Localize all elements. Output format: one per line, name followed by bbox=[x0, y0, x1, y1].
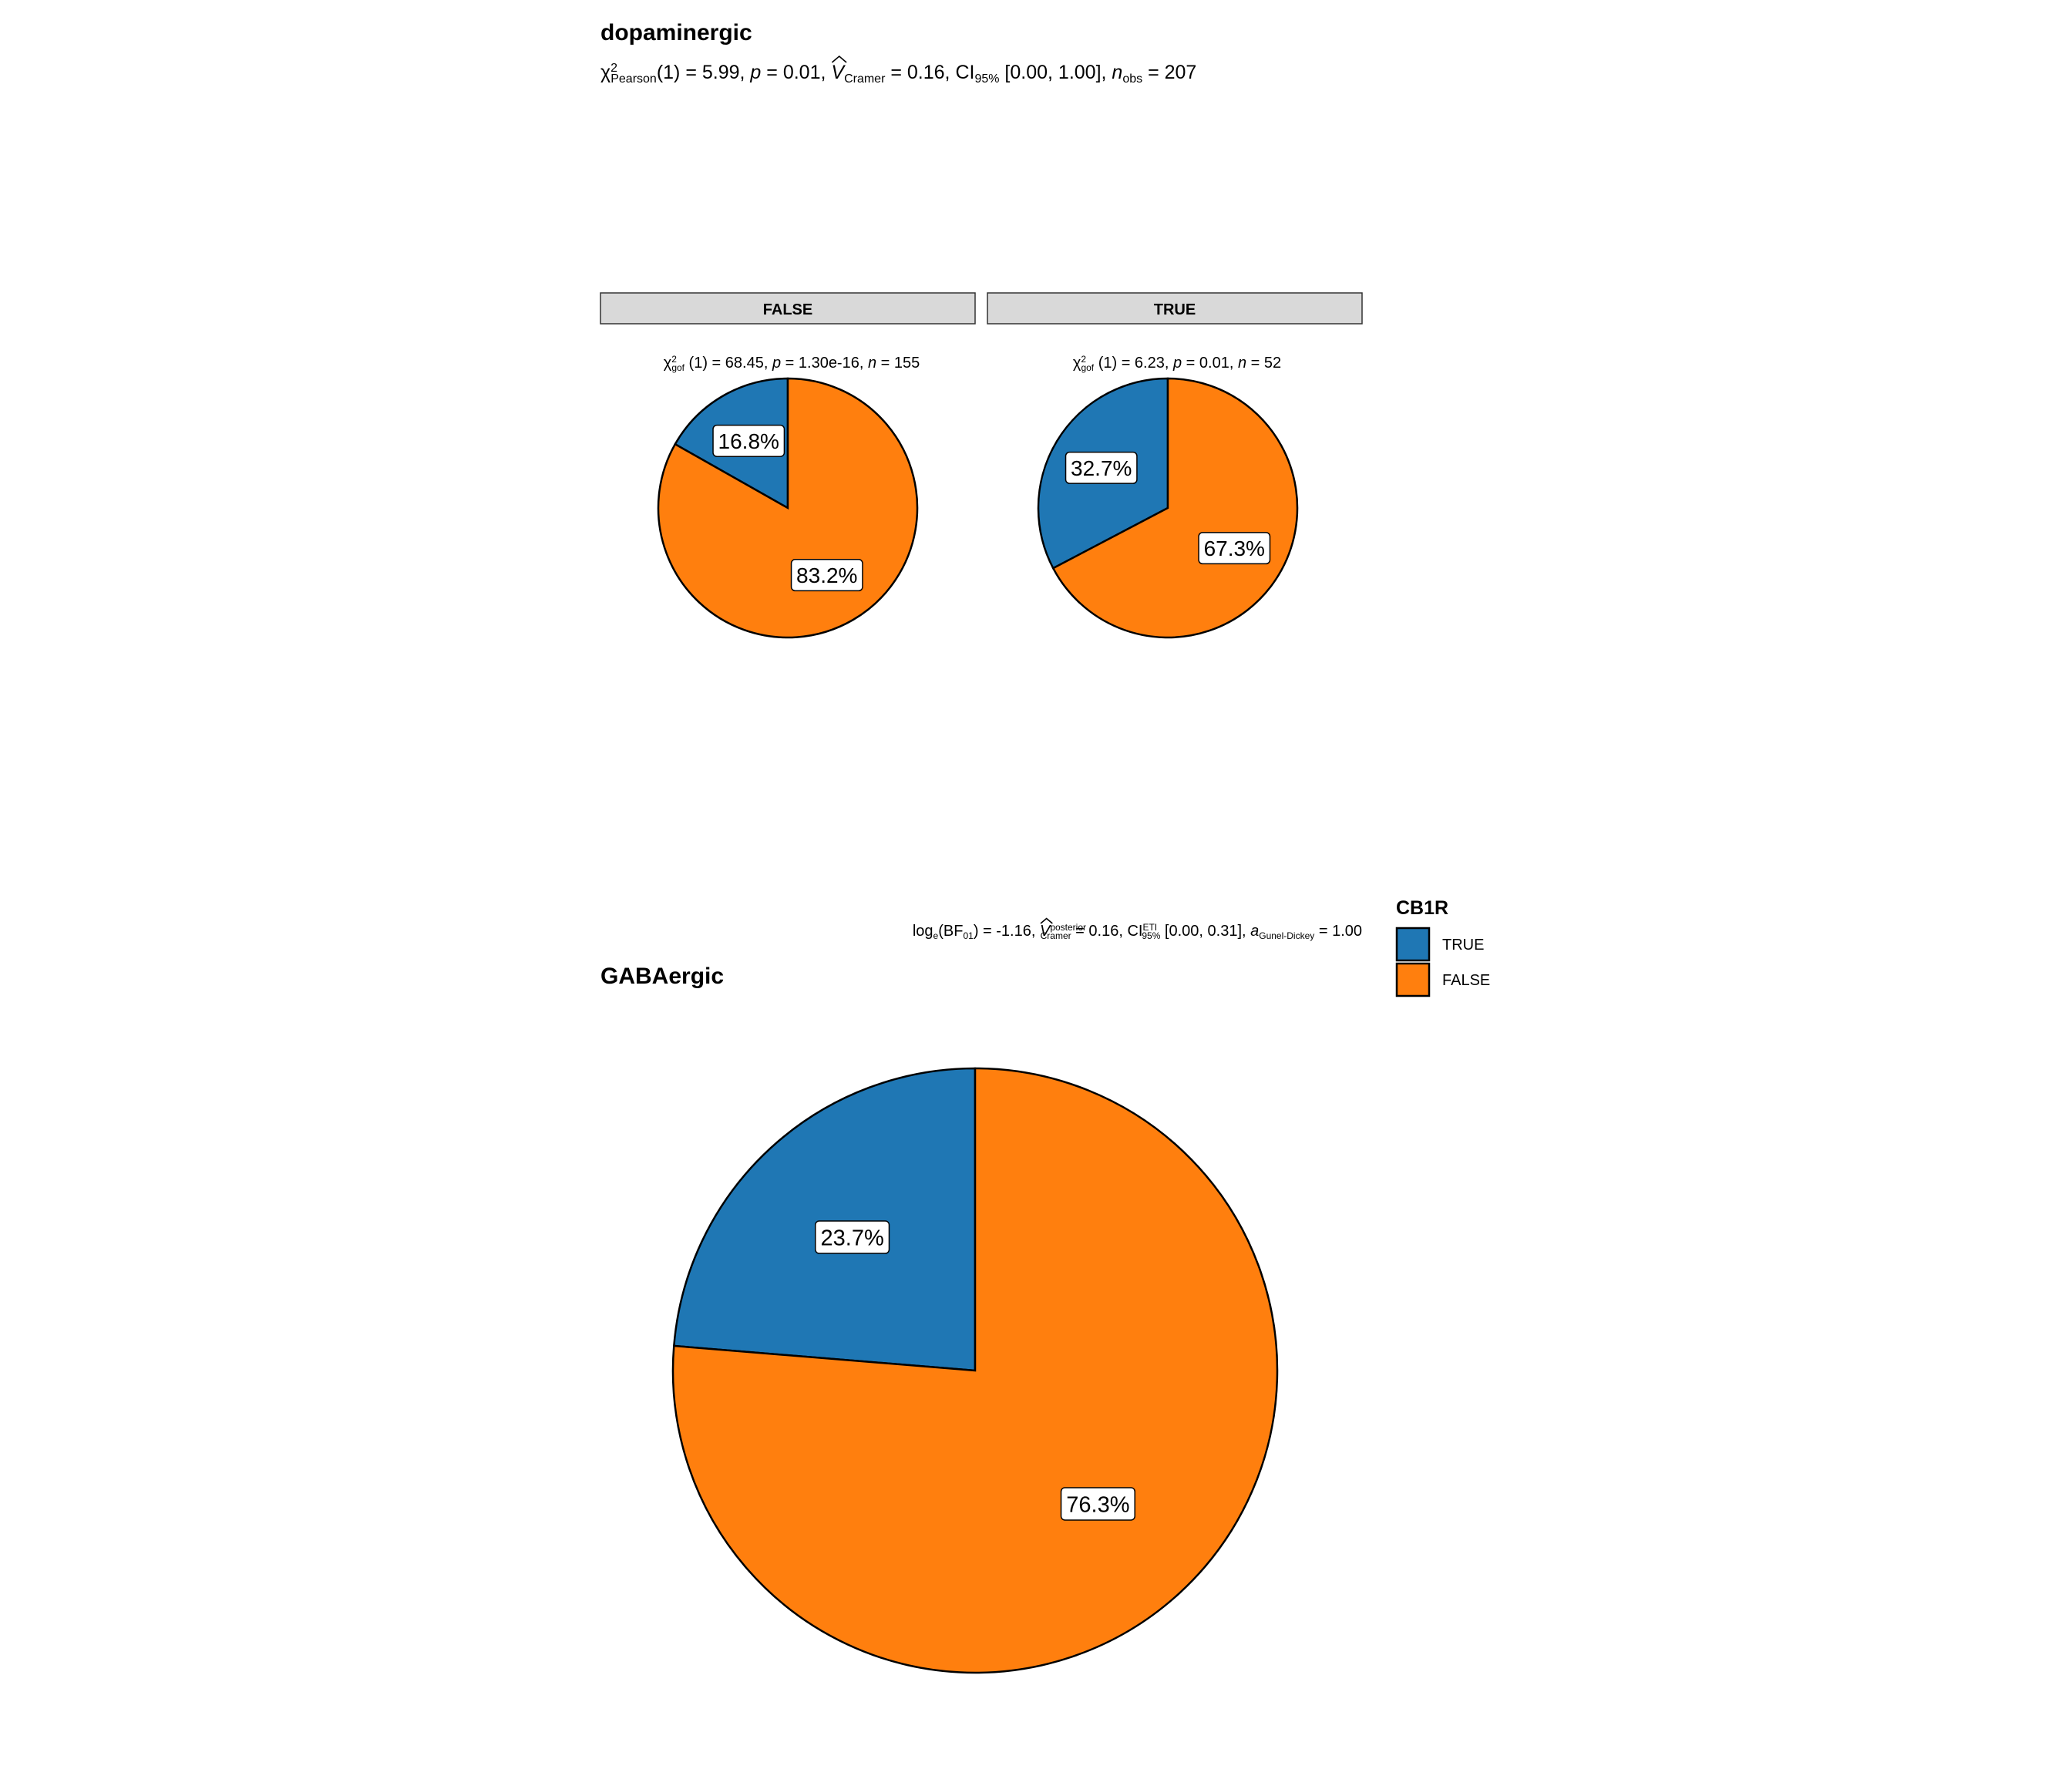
text-run: = 207 bbox=[1142, 62, 1196, 83]
text-run: e bbox=[933, 930, 939, 941]
text-run: gof bbox=[1081, 362, 1094, 373]
text-run: (1) = 6.23, bbox=[1094, 355, 1173, 372]
text-run: = 0.01, bbox=[761, 62, 831, 83]
text-run: posterior bbox=[1050, 922, 1086, 933]
text-run: 01 bbox=[963, 930, 974, 941]
text-run: 95% bbox=[974, 72, 999, 86]
facet-true-stat: χ2 gof (1) = 6.23, p = 0.01, n = 52 bbox=[1073, 354, 1281, 372]
text-run: [0.00, 0.31], bbox=[1160, 923, 1250, 940]
text-run: 2 bbox=[1081, 354, 1086, 365]
text-run: 2 bbox=[671, 354, 677, 365]
text-run: = 0.16, CI bbox=[885, 62, 974, 83]
text-run: log bbox=[913, 923, 933, 940]
text-run: 2 bbox=[610, 62, 617, 75]
text-run: ) = -1.16, bbox=[974, 923, 1040, 940]
text-run: p bbox=[1172, 355, 1182, 372]
text-run: a bbox=[1250, 923, 1259, 940]
pie-label-text: 23.7% bbox=[821, 1226, 884, 1250]
facet-strip-true-label: TRUE bbox=[1154, 301, 1196, 318]
text-run: (BF bbox=[938, 923, 963, 940]
text-run: [0.00, 1.00], bbox=[999, 62, 1112, 83]
pie-label-false: 67.3% bbox=[1198, 532, 1271, 565]
pie-label-text: 83.2% bbox=[796, 563, 857, 587]
text-run: n bbox=[868, 355, 876, 372]
facet-strip-true bbox=[987, 292, 1363, 325]
text-run: p bbox=[749, 62, 761, 83]
pie-label-box bbox=[1198, 532, 1271, 565]
text-run: Cramer bbox=[1041, 930, 1071, 941]
pie-label-false: 76.3% bbox=[1060, 1487, 1135, 1521]
top-chart-subtitle: χ2 Pearson(1) = 5.99, p = 0.01, VCramer =… bbox=[600, 62, 1196, 86]
text-run: χ bbox=[1073, 355, 1081, 372]
pie-slice-false bbox=[1051, 377, 1299, 639]
legend-swatch-false bbox=[1395, 962, 1431, 997]
hat-accent bbox=[1040, 917, 1053, 924]
pie-facet-true: 32.7% 67.3% bbox=[1037, 377, 1299, 639]
text-run: (1) = 5.99, bbox=[657, 62, 751, 83]
legend-label-true: TRUE bbox=[1442, 937, 1484, 954]
text-run: V bbox=[1040, 923, 1051, 940]
pie-label-text: 76.3% bbox=[1066, 1492, 1129, 1517]
text-run: ETI bbox=[1142, 922, 1157, 933]
pie-label-box bbox=[1065, 451, 1138, 484]
text-run: 95% bbox=[1142, 930, 1160, 941]
pie-label-true: 16.8% bbox=[712, 424, 785, 457]
legend-swatch-true bbox=[1395, 927, 1431, 962]
facet-false-stat: χ2 gof (1) = 68.45, p = 1.30e-16, n = 155 bbox=[664, 354, 920, 372]
facet-strip-false bbox=[600, 292, 976, 325]
pie-label-text: 67.3% bbox=[1204, 536, 1265, 560]
text-run: Pearson bbox=[610, 72, 657, 86]
facet-strip-false-label: FALSE bbox=[763, 301, 812, 318]
legend: CB1R TRUE FALSE bbox=[1395, 897, 1490, 997]
text-run: = 1.00 bbox=[1314, 923, 1362, 940]
bottom-chart-subtitle: loge(BF01) = -1.16, Vposterior Cramer = 0… bbox=[913, 922, 1362, 940]
text-run: = 155 bbox=[876, 355, 920, 372]
text-run: n bbox=[1238, 355, 1246, 372]
pie-label-box bbox=[1060, 1487, 1135, 1521]
text-run: obs bbox=[1122, 72, 1142, 86]
text-run: = 0.16, CI bbox=[1071, 923, 1143, 940]
hat-accent bbox=[831, 55, 847, 63]
text-run: Gunel-Dickey bbox=[1259, 930, 1314, 941]
text-run: = 0.01, bbox=[1182, 355, 1238, 372]
text-run: p bbox=[772, 355, 781, 372]
pie-label-false: 83.2% bbox=[790, 559, 863, 592]
text-run: χ bbox=[664, 355, 672, 372]
pie-slice-false bbox=[671, 1067, 1279, 1674]
pie-label-box bbox=[712, 424, 785, 457]
pie-label-true: 23.7% bbox=[815, 1220, 890, 1254]
text-run: (1) = 68.45, bbox=[684, 355, 772, 372]
pie-facet-false: 16.8% 83.2% bbox=[657, 377, 919, 639]
text-run: Cramer bbox=[844, 72, 886, 86]
pie-slice-true bbox=[672, 1067, 977, 1372]
text-run: gof bbox=[671, 362, 684, 373]
text-run: n bbox=[1112, 62, 1122, 83]
pie-label-box bbox=[790, 559, 863, 592]
text-run: = 52 bbox=[1246, 355, 1281, 372]
legend-title: CB1R bbox=[1396, 897, 1448, 919]
legend-label-false: FALSE bbox=[1442, 972, 1490, 989]
pie-label-text: 16.8% bbox=[718, 429, 779, 453]
pie-label-text: 32.7% bbox=[1071, 456, 1132, 480]
pie-label-box bbox=[815, 1220, 890, 1254]
text-run: χ bbox=[600, 62, 610, 83]
text-run: = 1.30e-16, bbox=[781, 355, 868, 372]
pie-gabaergic: 23.7% 76.3% bbox=[671, 1067, 1279, 1674]
bottom-chart-title: GABAergic bbox=[600, 964, 724, 989]
top-chart-title: dopaminergic bbox=[600, 20, 752, 45]
text-run: V bbox=[831, 62, 846, 83]
pie-label-true: 32.7% bbox=[1065, 451, 1138, 484]
